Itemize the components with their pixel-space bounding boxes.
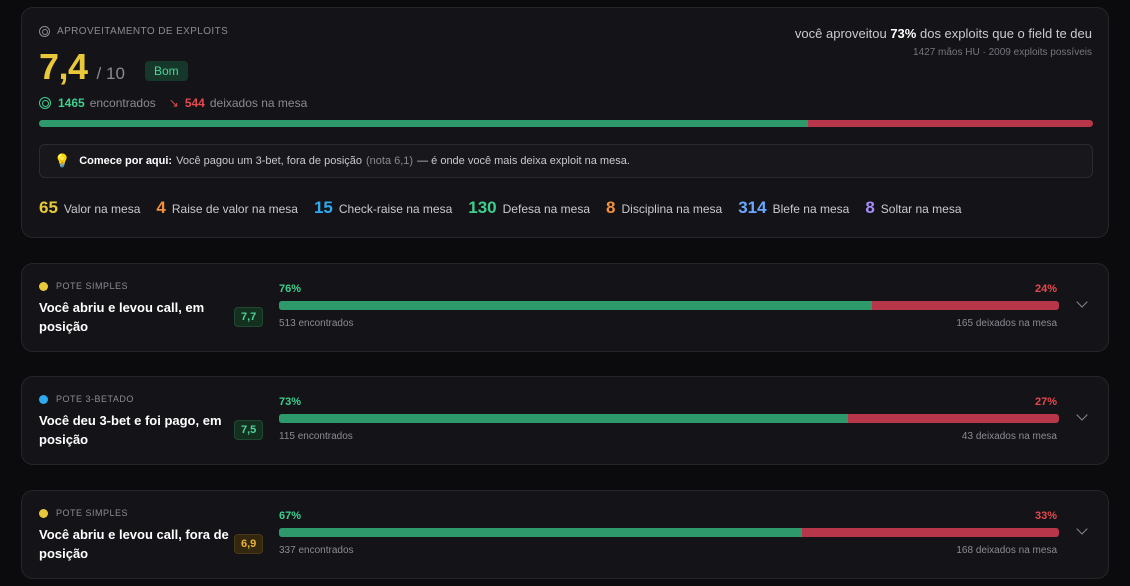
spot-card[interactable]: POTE SIMPLES Você abriu e levou call, fo… <box>21 490 1109 579</box>
headline-prefix: você aproveitou <box>794 26 887 41</box>
summary-progress-bar <box>39 120 1093 127</box>
spot-type-dot <box>39 281 48 291</box>
lightbulb-icon: 💡 <box>54 153 71 168</box>
spot-card[interactable]: POTE 3-BETADO Você deu 3-bet e foi pago,… <box>21 376 1109 465</box>
category-value: 4 <box>156 198 166 217</box>
category-item: 8 Disciplina na mesa <box>606 198 722 218</box>
score-max: / 10 <box>96 64 125 83</box>
spot-pct-left: 24% <box>1034 283 1057 295</box>
found-label: encontrados <box>89 96 156 110</box>
left-count: 544 <box>184 96 205 110</box>
category-item: 8 Soltar na mesa <box>865 198 961 218</box>
category-label: Defesa na mesa <box>502 202 591 216</box>
category-label: Disciplina na mesa <box>621 202 723 216</box>
found-target-icon <box>39 97 51 109</box>
category-label: Raise de valor na mesa <box>171 202 298 216</box>
summary-headline-block: você aproveitou 73% dos exploits que o f… <box>795 26 1092 58</box>
chevron-down-icon[interactable] <box>1076 296 1088 308</box>
chevron-down-icon[interactable] <box>1076 409 1088 421</box>
spot-title: Você deu 3-bet e foi pago, em posição <box>39 413 222 447</box>
spot-card[interactable]: POTE SIMPLES Você abriu e levou call, em… <box>21 263 1109 352</box>
spot-progress-bar <box>279 301 1059 310</box>
spot-title: Você abriu e levou call, fora de posição <box>39 527 229 561</box>
spot-pct-left: 33% <box>1034 510 1057 522</box>
spot-score-badge: 7,7 <box>234 307 264 327</box>
headline-suffix: dos exploits que o field te deu <box>919 26 1092 41</box>
spot-found-count: 513 encontrados <box>279 318 354 329</box>
category-item: 15 Check-raise na mesa <box>314 198 452 218</box>
spot-progress-fill <box>279 528 802 537</box>
spot-type-dot <box>39 394 48 404</box>
summary-progress-fill <box>39 120 809 127</box>
category-item: 314 Blefe na mesa <box>738 198 849 218</box>
category-label: Blefe na mesa <box>772 202 850 216</box>
spot-type: POTE SIMPLES <box>39 508 128 518</box>
trend-down-icon: ↘ <box>168 96 179 110</box>
headline-pct: 73% <box>890 26 917 41</box>
spot-score-badge: 7,5 <box>234 420 264 440</box>
spot-type: POTE 3-BETADO <box>39 394 134 404</box>
spot-type-dot <box>39 508 48 518</box>
spot-pct-found: 67% <box>279 510 302 522</box>
tip-box: 💡 Comece por aqui: Você pagou um 3-bet, … <box>39 144 1093 178</box>
spot-type: POTE SIMPLES <box>39 281 128 291</box>
rating-badge: Bom <box>145 61 188 81</box>
spot-left-count: 165 deixados na mesa <box>956 318 1057 329</box>
category-label: Soltar na mesa <box>880 202 962 216</box>
spot-left-count: 43 deixados na mesa <box>961 431 1057 442</box>
spot-title: Você abriu e levou call, em posição <box>39 300 205 334</box>
category-label: Check-raise na mesa <box>338 202 453 216</box>
tip-text: Você pagou um 3-bet, fora de posição <box>176 155 362 167</box>
category-value: 314 <box>738 198 767 217</box>
spot-pct-found: 76% <box>279 283 302 295</box>
summary-header: APROVEITAMENTO DE EXPLOITS <box>39 26 228 37</box>
tip-note: (nota 6,1) <box>366 155 414 167</box>
target-icon <box>39 26 50 37</box>
tip-end: — é onde você mais deixa exploit na mesa… <box>417 155 630 167</box>
spot-progress-fill <box>279 414 849 423</box>
tip-strong: Comece por aqui: <box>79 155 173 167</box>
category-item: 4 Raise de valor na mesa <box>156 198 298 218</box>
category-item: 130 Defesa na mesa <box>468 198 590 218</box>
spot-found-count: 115 encontrados <box>279 431 353 442</box>
counts-row: 1465 encontrados ↘ 544 deixados na mesa <box>39 96 307 110</box>
spot-found-count: 337 encontrados <box>279 545 354 556</box>
category-label: Valor na mesa <box>63 202 141 216</box>
category-row: 65 Valor na mesa 4 Raise de valor na mes… <box>39 198 978 218</box>
spot-progress-fill <box>279 301 872 310</box>
spot-pct-left: 27% <box>1034 396 1057 408</box>
spot-pct-found: 73% <box>279 396 302 408</box>
category-value: 15 <box>313 198 333 217</box>
summary-subline: 1427 mãos HU · 2009 exploits possíveis <box>913 47 1092 58</box>
category-value: 8 <box>865 198 875 217</box>
category-value: 8 <box>606 198 616 217</box>
chevron-down-icon[interactable] <box>1076 523 1088 535</box>
left-label: deixados na mesa <box>209 96 308 110</box>
spot-left-count: 168 deixados na mesa <box>956 545 1057 556</box>
spot-progress-bar <box>279 414 1059 423</box>
category-value: 130 <box>468 198 497 217</box>
category-item: 65 Valor na mesa <box>39 198 140 218</box>
overall-score: 7,4 <box>39 46 88 87</box>
found-count: 1465 <box>58 96 85 110</box>
score-row: 7,4 / 10 <box>39 46 125 88</box>
summary-headline: você aproveitou 73% dos exploits que o f… <box>795 26 1092 41</box>
category-value: 65 <box>39 198 58 217</box>
summary-label: APROVEITAMENTO DE EXPLOITS <box>57 26 229 37</box>
exploit-summary-card: APROVEITAMENTO DE EXPLOITS 7,4 / 10 Bom … <box>21 7 1109 238</box>
spot-type-label: POTE 3-BETADO <box>56 394 134 404</box>
spot-score-badge: 6,9 <box>234 534 264 554</box>
spot-progress-bar <box>279 528 1059 537</box>
spot-type-label: POTE SIMPLES <box>56 281 129 291</box>
spot-type-label: POTE SIMPLES <box>56 508 129 518</box>
